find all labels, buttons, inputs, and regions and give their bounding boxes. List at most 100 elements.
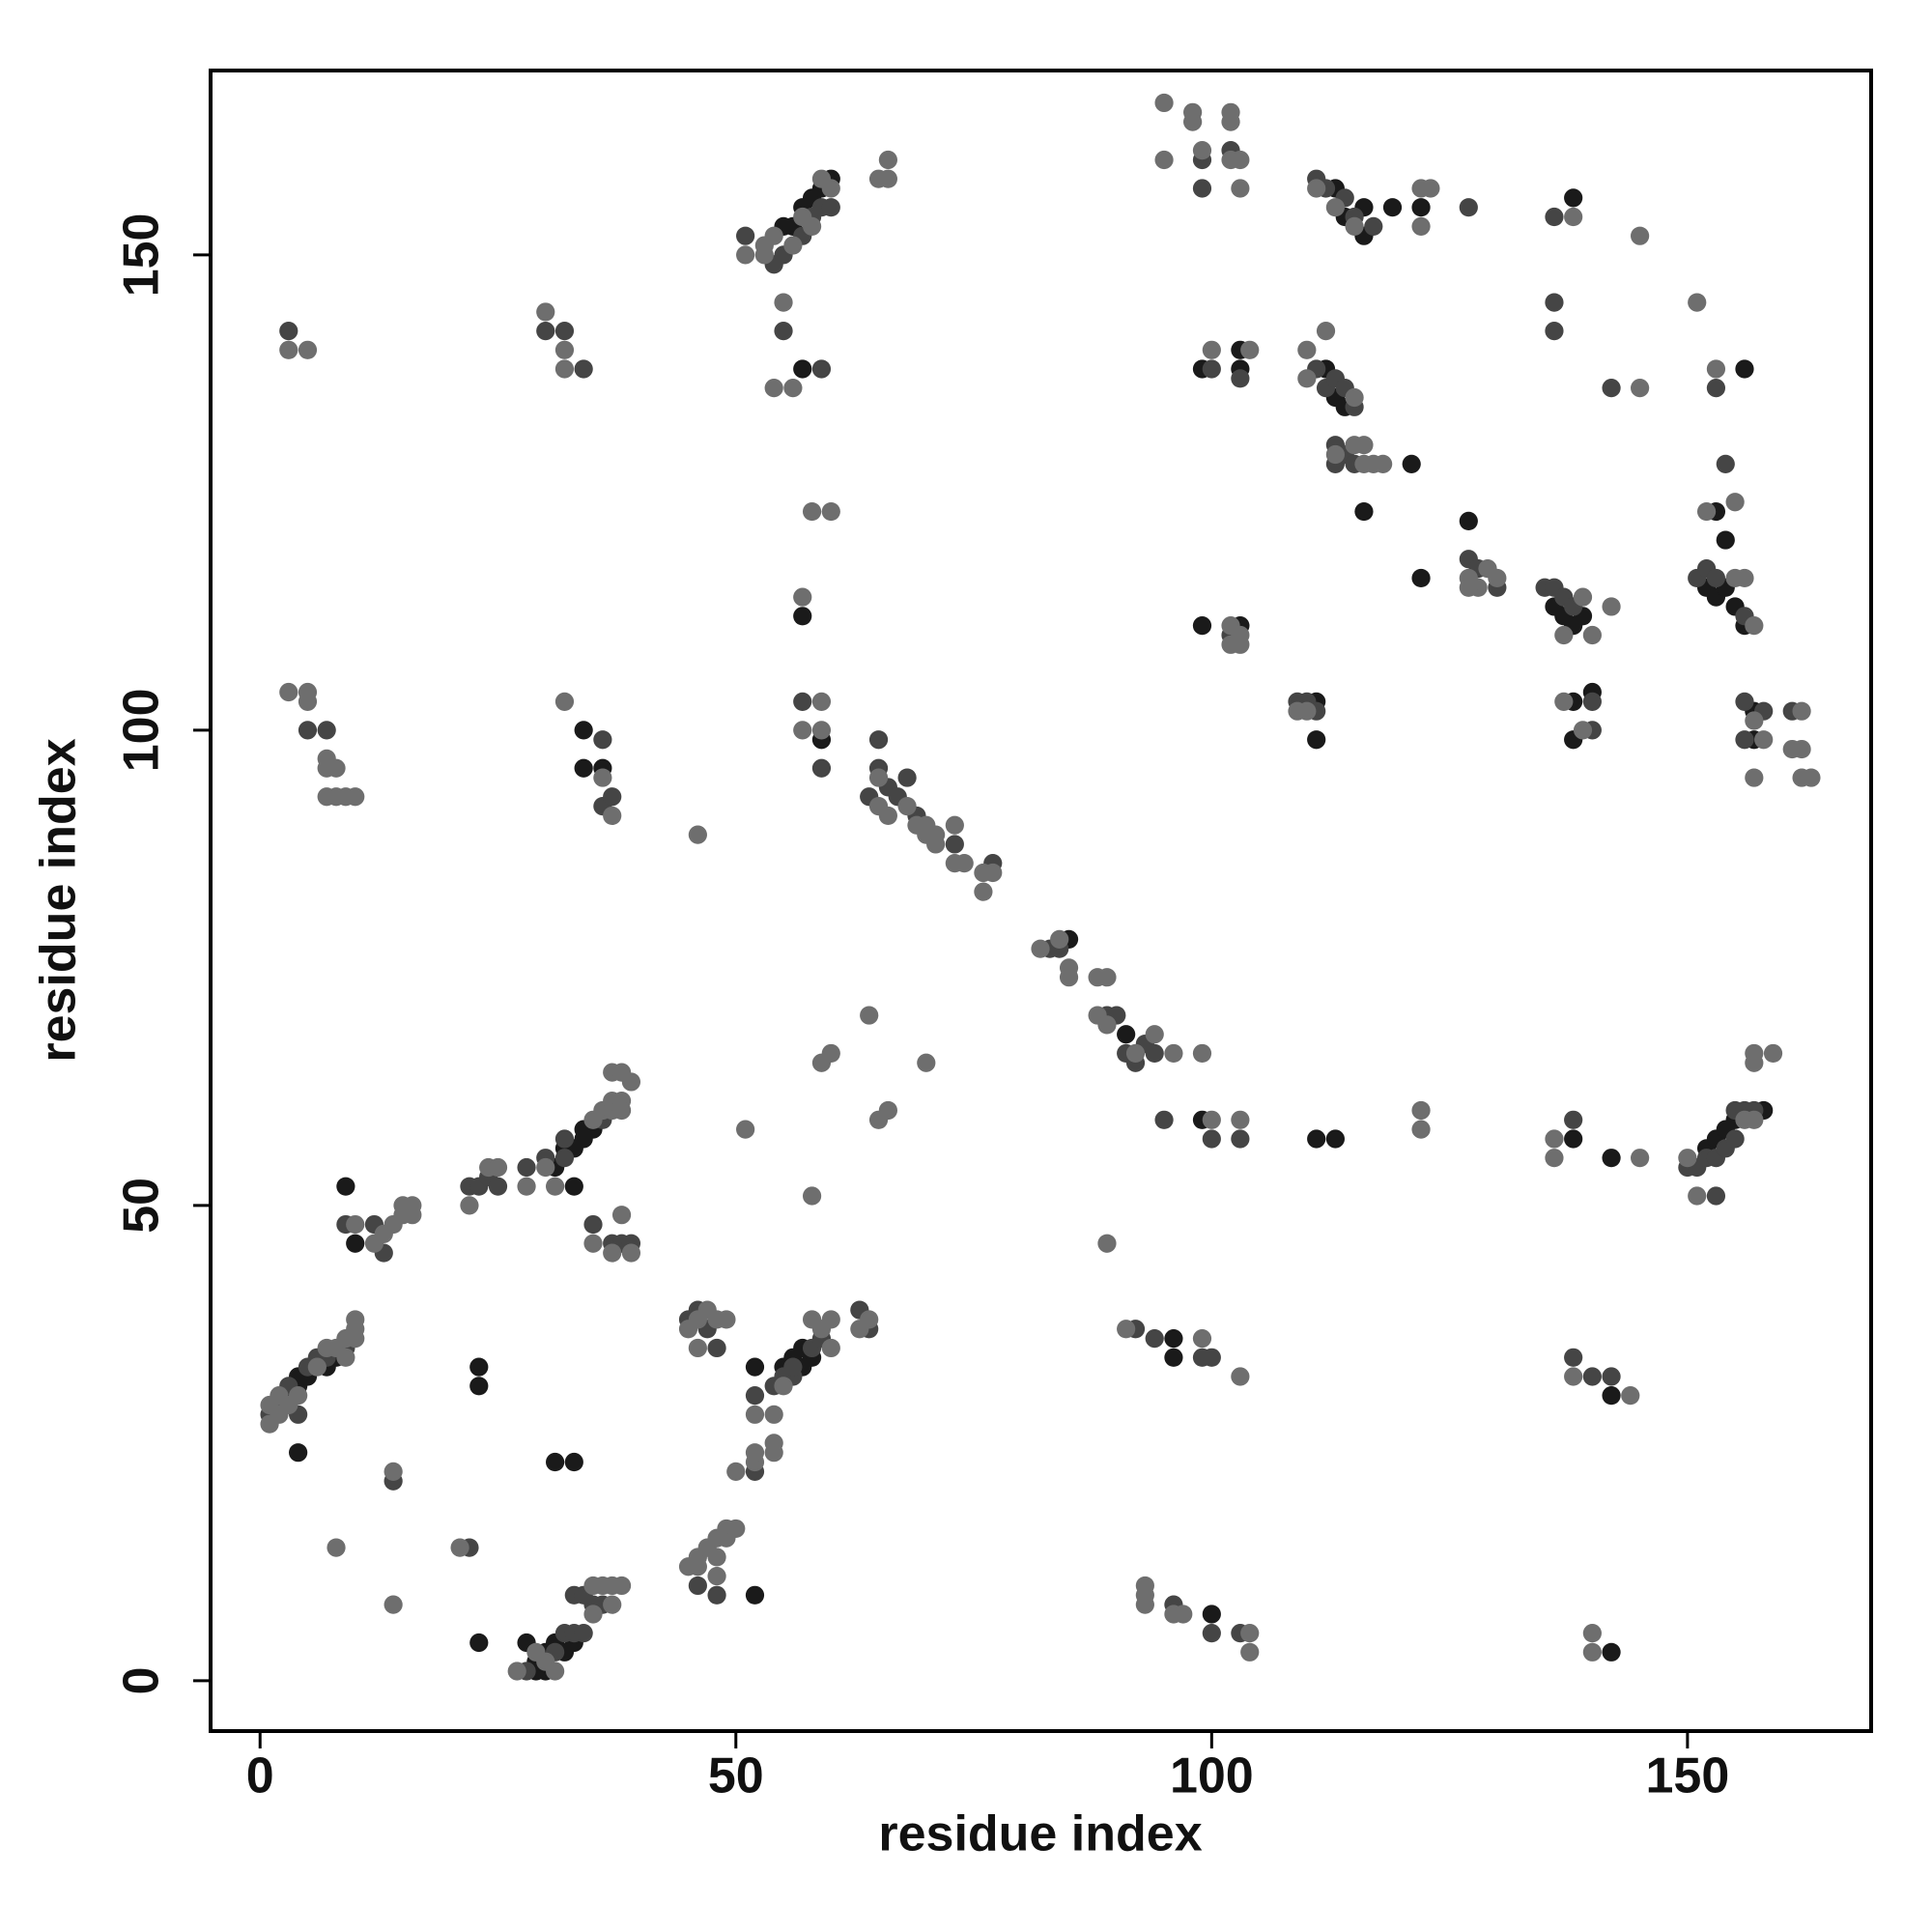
point bbox=[736, 226, 755, 245]
point bbox=[1202, 1605, 1221, 1624]
point bbox=[1564, 1129, 1583, 1149]
point bbox=[860, 1006, 879, 1025]
point bbox=[1231, 1367, 1250, 1386]
point bbox=[1202, 1110, 1221, 1129]
point bbox=[554, 359, 575, 379]
point bbox=[1582, 1624, 1602, 1643]
point bbox=[802, 216, 822, 236]
point bbox=[1307, 1129, 1326, 1149]
point bbox=[1602, 1367, 1621, 1386]
point bbox=[317, 721, 336, 740]
point bbox=[1582, 1367, 1602, 1386]
point bbox=[583, 1214, 603, 1235]
point bbox=[688, 1576, 707, 1596]
point bbox=[1745, 1110, 1764, 1129]
point bbox=[1231, 179, 1250, 198]
point bbox=[802, 501, 822, 522]
point bbox=[1192, 616, 1212, 636]
y-tick-label: 150 bbox=[114, 213, 170, 298]
point bbox=[1297, 369, 1317, 388]
point bbox=[554, 1149, 575, 1168]
point bbox=[1459, 578, 1478, 597]
x-tick-label: 100 bbox=[1170, 1748, 1254, 1804]
point bbox=[1297, 340, 1317, 359]
point bbox=[1745, 768, 1764, 787]
point bbox=[1297, 701, 1317, 721]
plot-frame bbox=[209, 69, 1873, 1733]
point bbox=[517, 1177, 536, 1196]
point bbox=[593, 768, 612, 787]
point bbox=[774, 293, 793, 312]
point bbox=[1354, 501, 1374, 522]
point bbox=[783, 236, 803, 255]
point bbox=[1097, 968, 1117, 987]
point bbox=[1154, 150, 1174, 170]
point bbox=[583, 1234, 603, 1253]
point bbox=[821, 501, 840, 522]
point bbox=[1164, 1043, 1183, 1064]
point bbox=[1411, 216, 1431, 236]
point bbox=[1316, 322, 1336, 341]
point bbox=[611, 1100, 632, 1121]
point bbox=[1231, 369, 1250, 388]
point bbox=[783, 379, 803, 398]
point bbox=[1602, 1642, 1621, 1662]
point bbox=[707, 1548, 726, 1567]
point bbox=[811, 758, 832, 778]
point bbox=[1725, 493, 1745, 512]
point bbox=[811, 721, 832, 740]
point bbox=[1174, 1605, 1193, 1624]
point bbox=[688, 1338, 707, 1358]
point bbox=[1364, 216, 1383, 236]
point bbox=[621, 1243, 641, 1263]
y-tick-label: 0 bbox=[114, 1666, 170, 1694]
point bbox=[1602, 597, 1621, 616]
point bbox=[327, 1538, 346, 1557]
point bbox=[469, 1633, 489, 1653]
point bbox=[1745, 616, 1764, 636]
point bbox=[1374, 454, 1393, 473]
point bbox=[583, 1605, 603, 1624]
point bbox=[783, 1357, 803, 1377]
point bbox=[1231, 1110, 1250, 1129]
point bbox=[945, 835, 964, 854]
point bbox=[917, 1053, 936, 1072]
point bbox=[1706, 359, 1726, 379]
point bbox=[1582, 1642, 1602, 1662]
point bbox=[1183, 112, 1203, 131]
point bbox=[574, 1624, 593, 1643]
point bbox=[1582, 625, 1602, 645]
point bbox=[469, 1377, 489, 1396]
point bbox=[688, 825, 707, 844]
point bbox=[1059, 968, 1079, 987]
point bbox=[707, 1338, 726, 1358]
point bbox=[346, 1214, 365, 1235]
point bbox=[793, 359, 812, 379]
point bbox=[1792, 739, 1811, 759]
point bbox=[1202, 1624, 1221, 1643]
point bbox=[289, 1386, 308, 1406]
point bbox=[336, 1348, 355, 1367]
point bbox=[488, 1157, 508, 1178]
point bbox=[536, 1157, 555, 1178]
point bbox=[346, 1310, 365, 1329]
point bbox=[745, 1443, 765, 1463]
point bbox=[1192, 179, 1212, 198]
x-tick-label: 150 bbox=[1645, 1748, 1729, 1804]
point bbox=[1545, 1149, 1564, 1168]
point bbox=[1240, 1624, 1260, 1643]
point bbox=[1631, 226, 1650, 245]
point bbox=[1564, 188, 1583, 208]
point bbox=[1202, 1348, 1221, 1367]
point bbox=[983, 863, 1003, 883]
point bbox=[1325, 1129, 1345, 1149]
point bbox=[1231, 150, 1250, 170]
point bbox=[1573, 721, 1593, 740]
point bbox=[1545, 1129, 1564, 1149]
point bbox=[707, 1585, 726, 1605]
point bbox=[1050, 929, 1069, 949]
point bbox=[717, 1310, 736, 1329]
point bbox=[279, 322, 298, 341]
point bbox=[384, 1462, 403, 1481]
point bbox=[1411, 568, 1431, 588]
